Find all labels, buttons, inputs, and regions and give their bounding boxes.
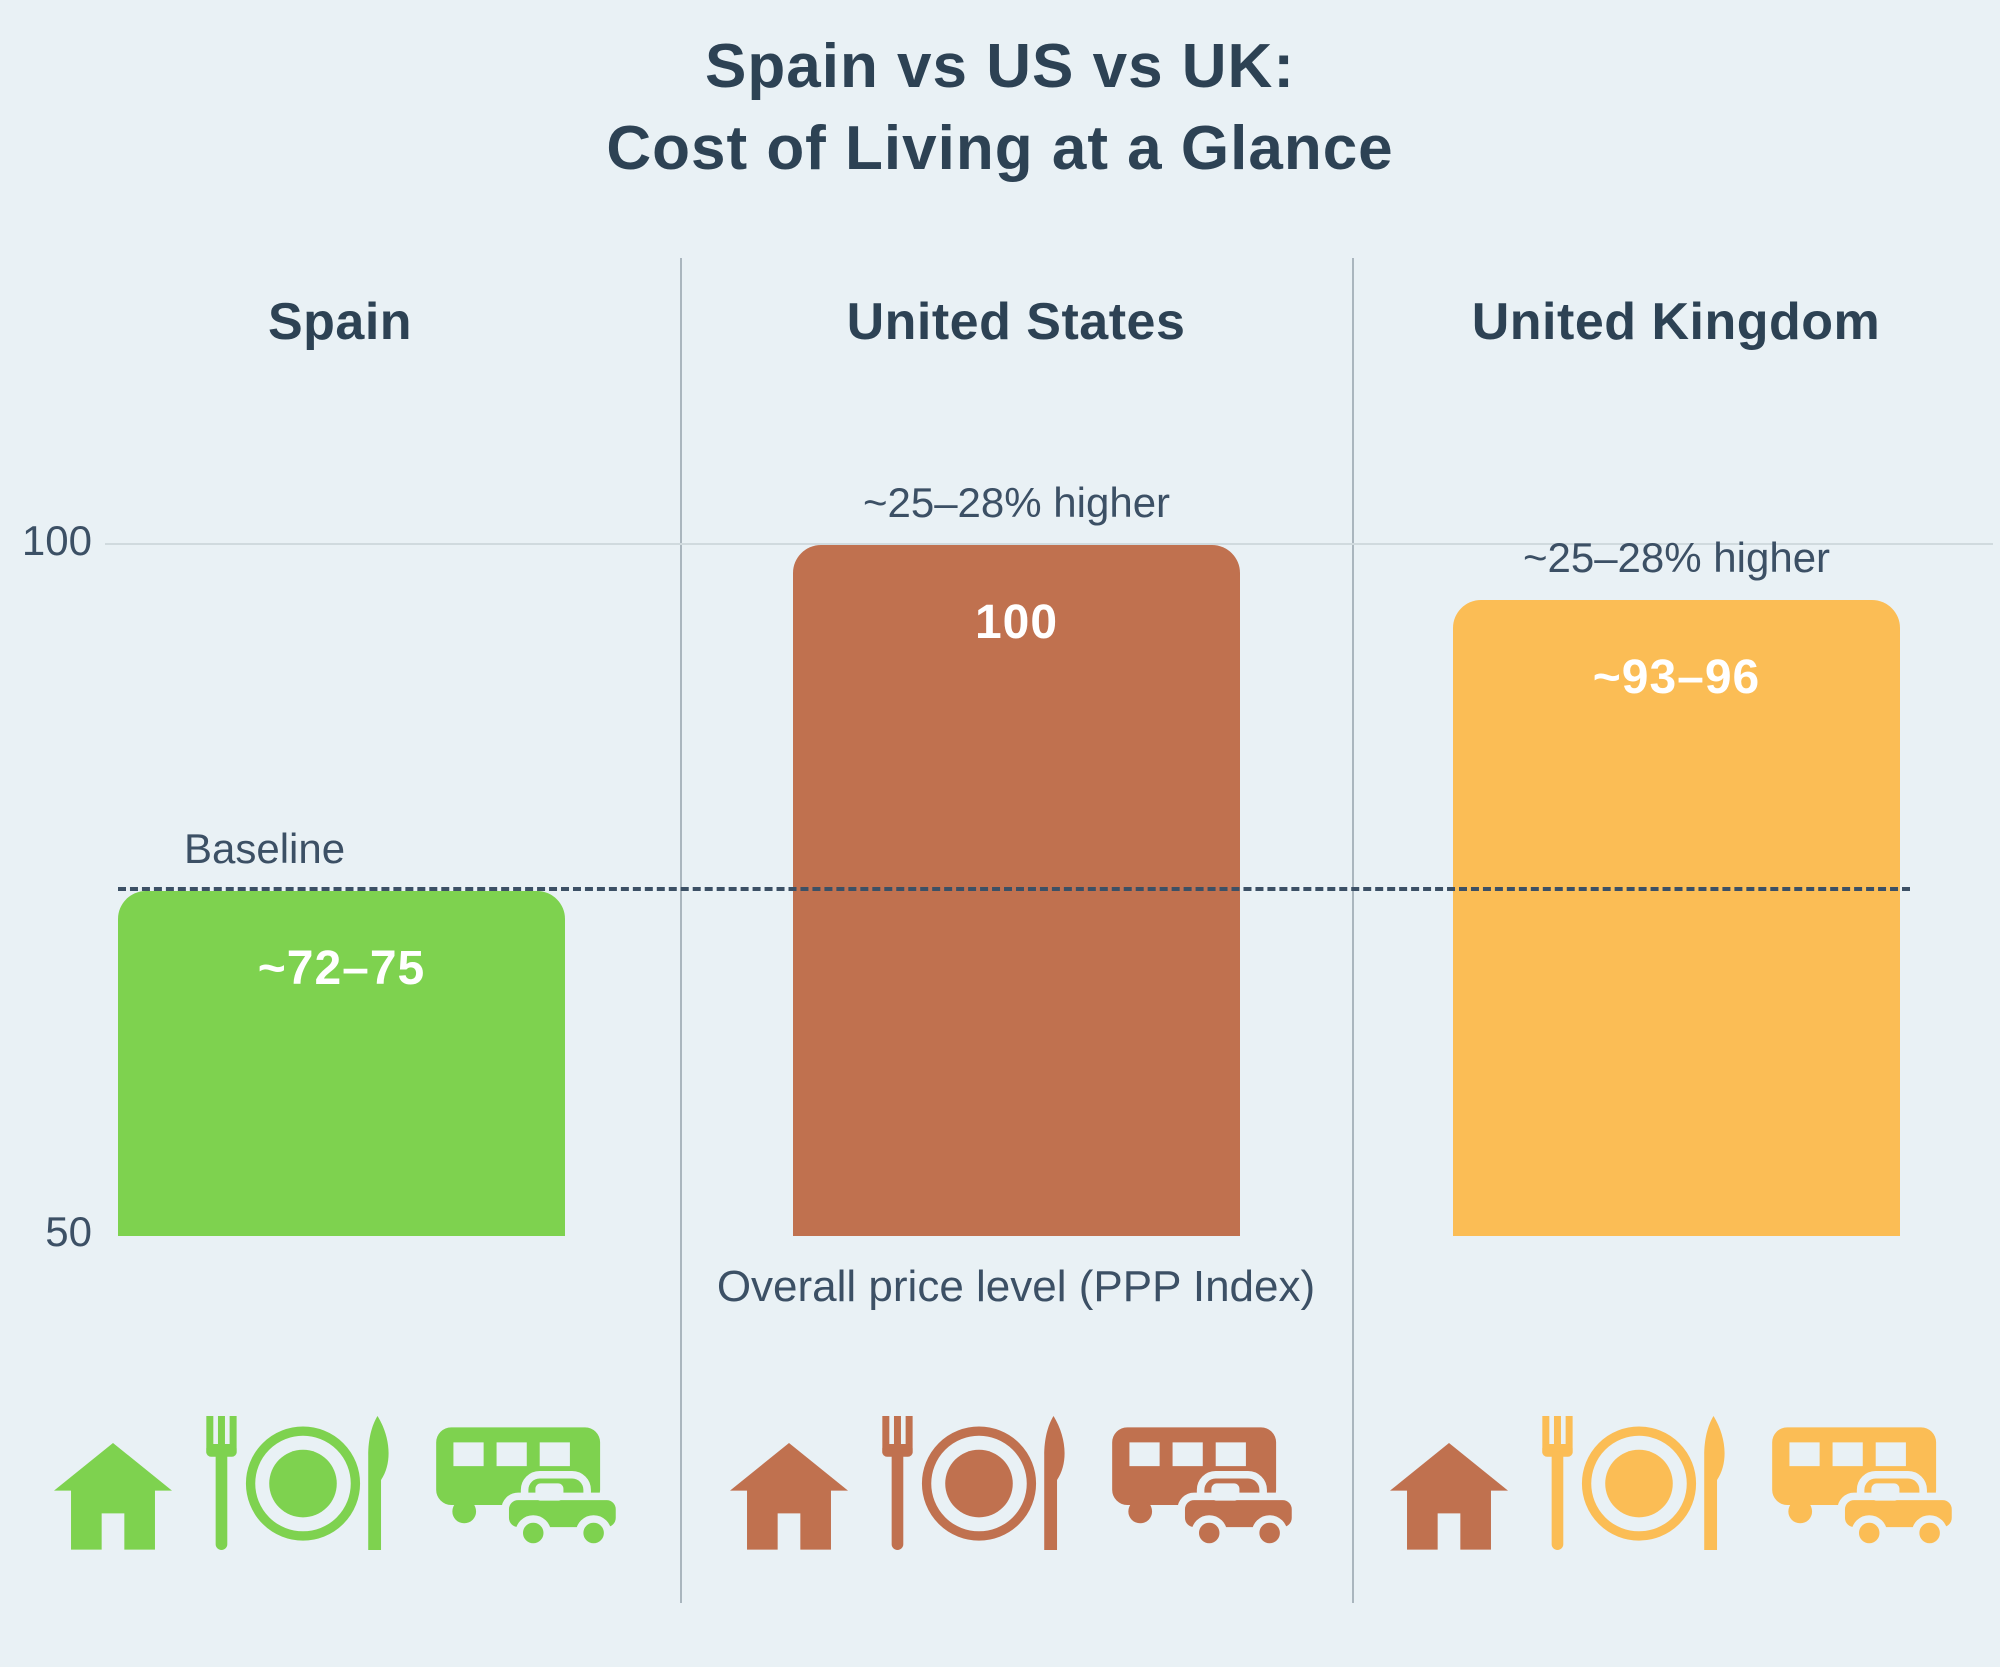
y-tick-100: 100 (21, 517, 92, 564)
icon-group-spain (0, 1360, 680, 1550)
icon-group-united-kingdom (1352, 1360, 2000, 1550)
chart-title-line1: Spain vs US vs UK: (705, 32, 1295, 101)
house-icon (730, 1443, 848, 1550)
bar-spain: ~72–75 (118, 890, 565, 1236)
house-icon (54, 1443, 172, 1550)
chart-title: Spain vs US vs UK: Cost of Living at a G… (0, 26, 2000, 190)
bar-united-states: 100 (793, 545, 1240, 1236)
bar-value-united-kingdom: ~93–96 (1592, 651, 1761, 705)
annotation-us-higher: ~25–28% higher (862, 479, 1171, 526)
bar-value-united-states: 100 (974, 596, 1059, 649)
bar-value-spain: ~72–75 (257, 941, 426, 995)
annotation-baseline: Baseline (184, 824, 346, 872)
dining-icon (204, 1416, 402, 1550)
y-tick-50: 50 (45, 1208, 92, 1255)
baseline-dashed-line (118, 886, 1910, 891)
annotation-uk-higher: ~25–28% higher (1522, 534, 1831, 582)
column-header-united-kingdom: United Kingdom (1471, 293, 1881, 351)
dining-icon (880, 1416, 1078, 1550)
gridline-100 (105, 543, 1993, 545)
column-divider-2 (1352, 258, 1354, 1603)
bus-car-icon (1770, 1423, 1962, 1550)
x-axis-label: Overall price level (PPP Index) (716, 1262, 1316, 1311)
column-header-spain: Spain (267, 293, 413, 351)
bus-car-icon (1110, 1423, 1302, 1550)
chart-title-line2: Cost of Living at a Glance (606, 113, 1394, 183)
column-divider-1 (680, 258, 682, 1603)
bus-car-icon (434, 1423, 626, 1550)
column-header-united-states: United States (846, 293, 1186, 351)
dining-icon (1540, 1416, 1738, 1550)
house-icon (1390, 1443, 1508, 1550)
bar-united-kingdom: ~93–96 (1453, 600, 1900, 1236)
icon-group-united-states (680, 1360, 1352, 1550)
